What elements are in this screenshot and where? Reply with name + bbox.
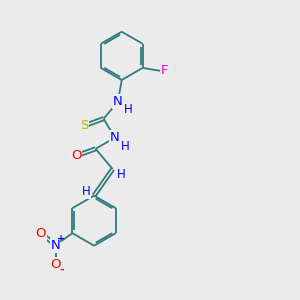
Text: N: N	[110, 131, 120, 144]
Text: H: H	[124, 103, 133, 116]
Text: S: S	[80, 119, 88, 132]
Text: H: H	[121, 140, 129, 152]
Text: F: F	[161, 64, 169, 77]
Text: -: -	[59, 265, 64, 275]
Text: N: N	[51, 239, 61, 252]
Text: O: O	[71, 149, 81, 162]
Text: N: N	[113, 95, 123, 108]
Text: O: O	[35, 226, 46, 239]
Text: +: +	[57, 234, 65, 244]
Text: H: H	[116, 168, 125, 181]
Text: H: H	[81, 185, 90, 198]
Text: O: O	[50, 258, 61, 271]
